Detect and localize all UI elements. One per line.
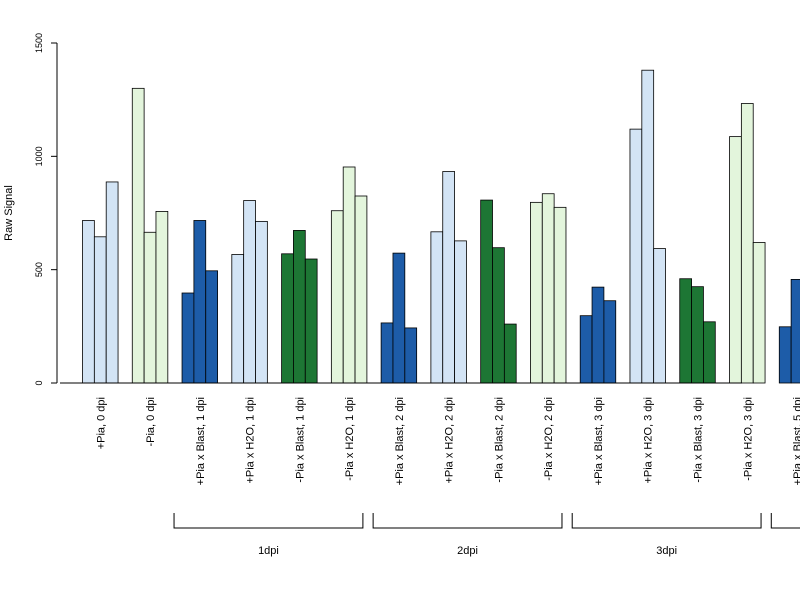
bar xyxy=(691,286,704,384)
bar xyxy=(603,300,617,384)
bar xyxy=(740,103,754,384)
category-labels: +Pia, 0 dpi -Pia, 0 dpi +Pia x Blast, 1 dp… xyxy=(95,397,800,485)
bar xyxy=(729,136,742,384)
bar xyxy=(330,210,344,384)
bar xyxy=(143,231,157,384)
category-label: +Pia x Blast, 5 dpi xyxy=(792,397,800,485)
bar xyxy=(193,220,207,384)
category-label: +Pia, 0 dpi xyxy=(95,397,107,449)
category-label: +Pia x H2O, 3 dpi xyxy=(643,397,655,484)
bar xyxy=(105,181,119,384)
group-label: 1dpi xyxy=(258,545,279,557)
bar xyxy=(404,327,418,384)
group-bracket xyxy=(571,513,762,529)
group-bracket xyxy=(173,513,364,529)
y-tick-label: 500 xyxy=(34,262,44,277)
category-label: -Pia x Blast, 3 dpi xyxy=(693,397,705,483)
category-label: +Pia x Blast, 2 dpi xyxy=(394,397,406,485)
y-tick-label: 1500 xyxy=(34,33,44,53)
bar xyxy=(430,231,444,384)
category-label: +Pia x H2O, 2 dpi xyxy=(444,397,456,484)
bar xyxy=(205,270,218,384)
bar xyxy=(304,258,318,384)
category-label: +Pia x Blast, 1 dpi xyxy=(195,397,207,485)
group-brackets: 1dpi2dpi3dpi5dpi xyxy=(173,513,800,557)
y-axis-title: Raw Signal xyxy=(3,185,15,241)
bar xyxy=(82,220,95,384)
category-label: -Pia x H2O, 2 dpi xyxy=(543,397,555,481)
bar xyxy=(231,254,245,384)
bar xyxy=(281,253,294,384)
category-label: -Pia x Blast, 1 dpi xyxy=(294,397,306,483)
category-label: -Pia x H2O, 1 dpi xyxy=(344,397,356,481)
category-label: -Pia, 0 dpi xyxy=(145,397,157,447)
bar xyxy=(641,69,655,384)
bar xyxy=(380,322,394,384)
bar xyxy=(591,286,605,384)
bar xyxy=(480,199,493,384)
group-label: 2dpi xyxy=(457,545,478,557)
group-label: 3dpi xyxy=(656,545,677,557)
bar xyxy=(293,230,306,384)
bar xyxy=(131,87,145,384)
bar xyxy=(541,193,555,384)
category-label: -Pia x H2O, 3 dpi xyxy=(742,397,754,481)
bar xyxy=(392,252,406,384)
category-label: +Pia x H2O, 1 dpi xyxy=(245,397,257,484)
y-axis: 0 500 1000 1500 xyxy=(34,33,58,386)
bar xyxy=(442,171,455,384)
bar xyxy=(790,279,800,384)
bar xyxy=(255,220,268,384)
category-label: -Pia x Blast, 2 dpi xyxy=(493,397,505,483)
bar xyxy=(778,326,792,384)
bar xyxy=(579,315,593,384)
bar xyxy=(629,128,643,384)
bar xyxy=(155,211,169,384)
bar xyxy=(530,201,543,384)
bar xyxy=(454,240,467,384)
bar xyxy=(503,323,517,384)
bar xyxy=(492,247,505,384)
bar xyxy=(553,206,567,384)
bar xyxy=(354,195,368,384)
bar xyxy=(243,200,256,384)
bar xyxy=(653,248,666,384)
bars-layer xyxy=(60,69,800,384)
bar xyxy=(752,242,766,384)
bar xyxy=(93,236,107,384)
category-label: +Pia x Blast, 3 dpi xyxy=(593,397,605,485)
bar xyxy=(703,321,716,384)
bar xyxy=(342,166,356,384)
y-tick-label: 1000 xyxy=(34,146,44,166)
bar xyxy=(679,278,692,384)
bar xyxy=(181,292,195,384)
y-tick-label: 0 xyxy=(34,380,44,385)
group-bracket xyxy=(770,513,800,529)
group-bracket xyxy=(372,513,563,529)
